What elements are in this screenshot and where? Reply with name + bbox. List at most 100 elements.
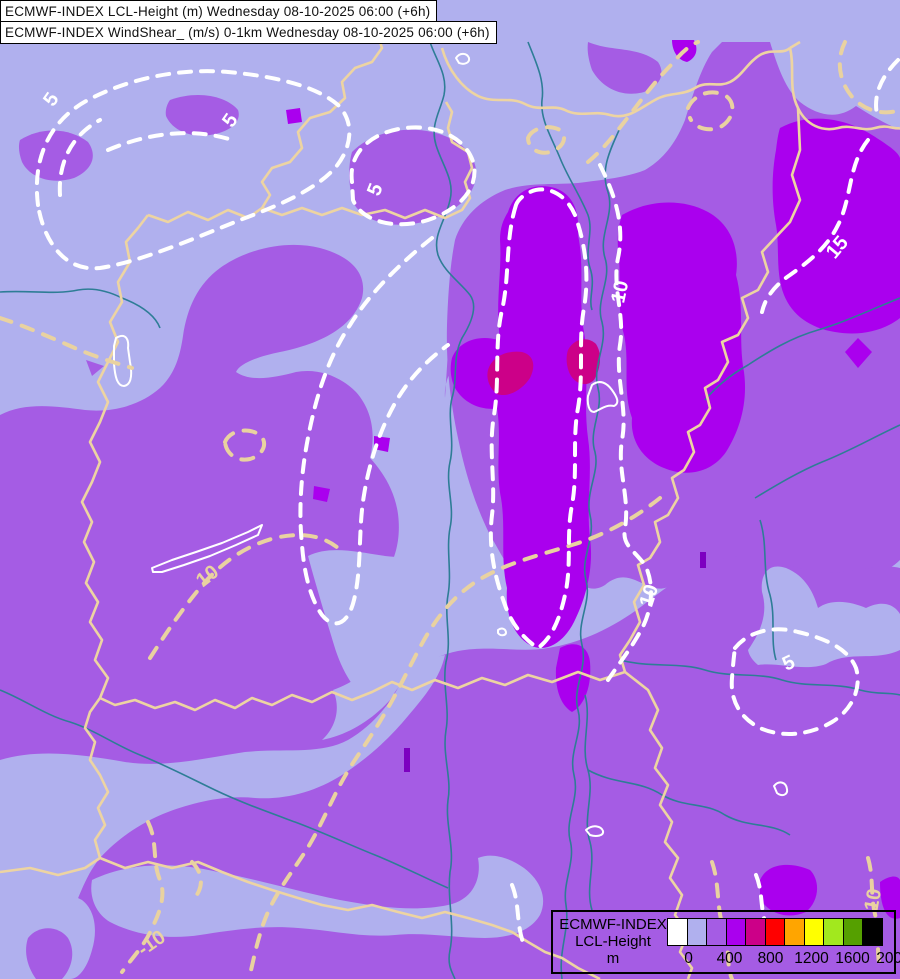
legend-title-line2: LCL-Height bbox=[575, 932, 651, 950]
contour-white bbox=[34, 69, 352, 271]
river bbox=[560, 127, 621, 979]
legend-tick-label: 0 bbox=[684, 950, 693, 967]
contour-tan bbox=[148, 533, 340, 660]
contour-tan bbox=[525, 125, 567, 155]
lake-tisza bbox=[586, 381, 619, 413]
rivers bbox=[0, 41, 900, 979]
lake-neusiedl bbox=[113, 334, 133, 387]
lcl-shade-violet-region bbox=[496, 186, 592, 649]
legend-swatch bbox=[803, 918, 824, 946]
contour-tan bbox=[866, 856, 882, 970]
lcl-shade-violet-region bbox=[313, 486, 330, 502]
river bbox=[587, 769, 791, 836]
legend-swatch bbox=[725, 918, 746, 946]
dark-mark bbox=[404, 748, 410, 772]
lake-balaton bbox=[151, 524, 263, 573]
lcl-shade-violet-region bbox=[555, 644, 591, 712]
legend-title-line1: ECMWF-INDEX bbox=[559, 916, 667, 933]
contour-tan bbox=[222, 428, 267, 462]
contour-tan bbox=[120, 820, 165, 974]
border bbox=[789, 40, 801, 50]
dark-mark bbox=[700, 552, 706, 568]
river bbox=[704, 297, 900, 401]
legend-swatch bbox=[706, 918, 727, 946]
river bbox=[429, 41, 475, 979]
legend-swatch bbox=[862, 918, 883, 946]
contour-white bbox=[760, 138, 870, 314]
map-title-lcl: ECMWF-INDEX LCL-Height (m) Wednesday 08-… bbox=[0, 0, 438, 23]
legend-swatch bbox=[842, 918, 863, 946]
border bbox=[0, 697, 110, 877]
contour-tan bbox=[190, 860, 203, 898]
lcl-shade-violet-group bbox=[286, 40, 900, 919]
border bbox=[618, 107, 802, 673]
legend-tick-label: 1200 bbox=[794, 950, 829, 967]
legend-swatch bbox=[686, 918, 707, 946]
river bbox=[754, 424, 900, 499]
contour-white bbox=[729, 627, 860, 736]
border bbox=[80, 214, 150, 699]
map-title-windshear: ECMWF-INDEX WindShear_ (m/s) 0-1km Wedne… bbox=[0, 21, 497, 44]
lcl-shade-purple-region bbox=[165, 95, 239, 136]
legend-swatch bbox=[667, 918, 688, 946]
lcl-shade-violet-region bbox=[286, 108, 302, 124]
lake-small bbox=[585, 825, 605, 837]
lcl-shade-violet-region bbox=[880, 876, 900, 919]
legend-tick-label: 400 bbox=[716, 950, 743, 967]
legend-title-unit: m bbox=[606, 949, 620, 967]
map-title-lcl-text: ECMWF-INDEX LCL-Height (m) Wednesday 08-… bbox=[5, 4, 431, 19]
lcl-shade-purple-region bbox=[26, 928, 73, 979]
contour-label-white: 10 bbox=[607, 279, 633, 305]
lcl-shade-purple-region bbox=[587, 42, 662, 94]
lcl-shade-purple-region bbox=[86, 360, 104, 376]
lcl-shade-violet-region bbox=[617, 202, 746, 473]
river bbox=[0, 288, 161, 329]
river bbox=[619, 659, 900, 696]
lcl-shade-lavender-region bbox=[91, 855, 544, 938]
dark-marks bbox=[404, 552, 706, 772]
lcl-shade-violet-region bbox=[374, 436, 390, 452]
contour-white bbox=[598, 163, 653, 682]
lake-small bbox=[773, 781, 789, 797]
river bbox=[0, 689, 449, 889]
lcl-shade-lavender-region bbox=[308, 550, 460, 702]
lake-small bbox=[497, 627, 507, 637]
lakes bbox=[113, 52, 789, 837]
contour-white bbox=[874, 58, 900, 120]
legend-swatch bbox=[745, 918, 766, 946]
contour-tan bbox=[586, 40, 700, 164]
lcl-shade-lavender-region bbox=[0, 655, 445, 912]
contour-white bbox=[349, 125, 477, 227]
contour-tan bbox=[248, 496, 662, 977]
lcl-shade-violet-region bbox=[450, 338, 503, 409]
country-borders bbox=[0, 40, 900, 979]
lcl-shade-violet-region bbox=[845, 338, 872, 368]
lcl-shade-purple-region bbox=[349, 129, 477, 225]
border bbox=[440, 46, 791, 118]
lcl-shade-magenta-region bbox=[566, 339, 601, 385]
map-title-windshear-text: ECMWF-INDEX WindShear_ (m/s) 0-1km Wedne… bbox=[5, 25, 490, 40]
border bbox=[261, 101, 474, 220]
contour-tan bbox=[837, 40, 900, 115]
border bbox=[788, 47, 900, 131]
legend-tick-label: 1600 bbox=[835, 950, 870, 967]
legend-swatch bbox=[764, 918, 785, 946]
contour-white bbox=[488, 187, 589, 651]
legend-swatch bbox=[784, 918, 805, 946]
lcl-shade-lavender-region bbox=[748, 566, 900, 668]
contour-tan bbox=[0, 316, 134, 370]
legend-tick-labels: 0 400 800 1200 1600 2000 bbox=[668, 948, 900, 970]
legend-box: ECMWF-INDEX LCL-Height m 0 400 800 1200 1600… bbox=[551, 910, 900, 974]
lcl-shade-lavender-region bbox=[857, 42, 900, 91]
river bbox=[527, 41, 594, 311]
river bbox=[759, 519, 777, 661]
border bbox=[99, 670, 626, 712]
windshear-contours-white bbox=[34, 58, 900, 947]
contour-tan bbox=[686, 90, 735, 132]
contour-white bbox=[106, 131, 234, 152]
contour-label-tan: 10 bbox=[861, 887, 887, 913]
lake-small bbox=[455, 52, 471, 65]
contour-white bbox=[298, 236, 450, 626]
